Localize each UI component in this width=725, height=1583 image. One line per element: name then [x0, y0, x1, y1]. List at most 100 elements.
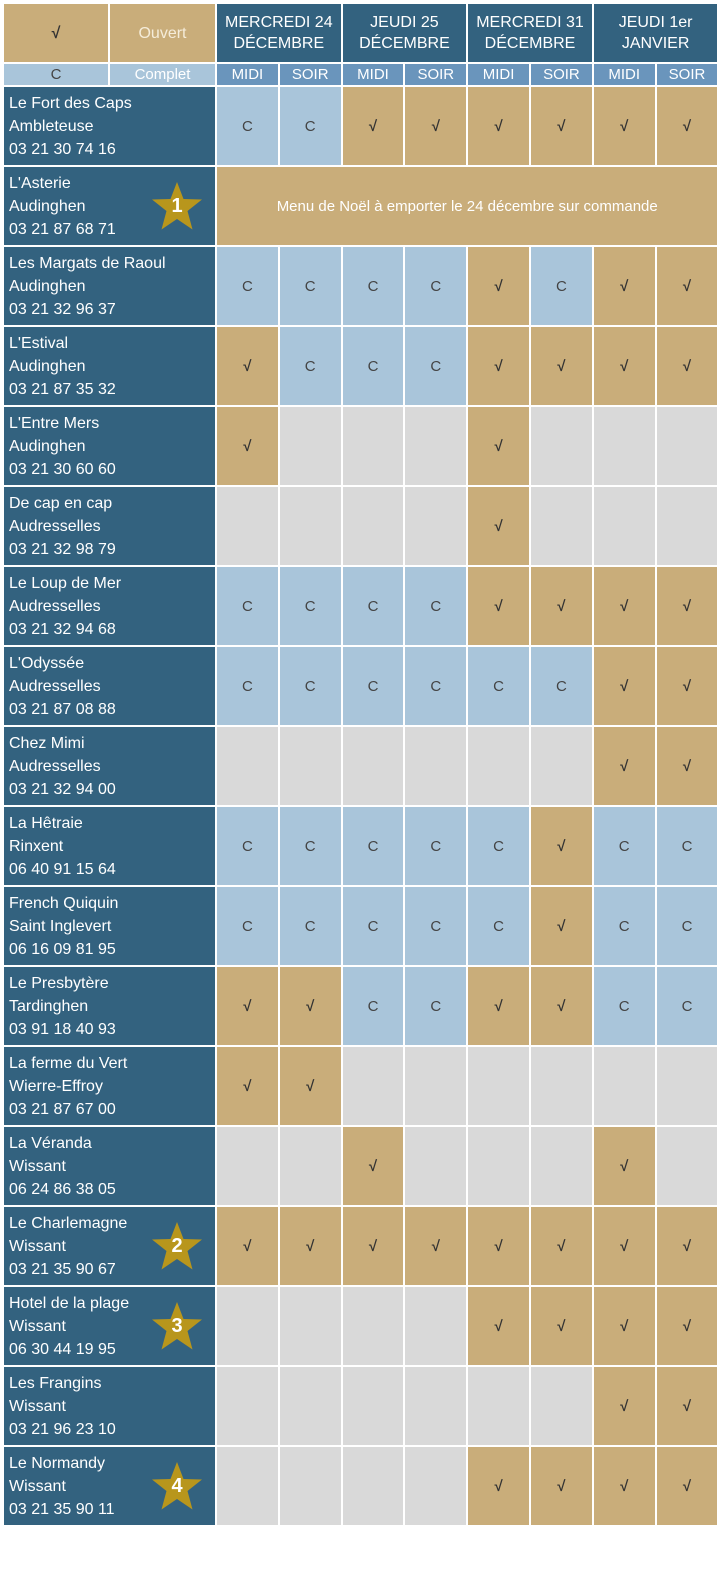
- restaurant-info: Les Frangins Wissant 03 21 96 23 10: [2, 1365, 217, 1447]
- slot-full: C: [277, 325, 343, 407]
- slot-open: √: [654, 1285, 720, 1367]
- restaurant-town: Tardinghen: [9, 997, 89, 1015]
- service-header: MIDI: [591, 62, 657, 87]
- restaurant-row: L'Estival Audinghen 03 21 87 35 32 √ C C C √ √ √ √: [2, 325, 720, 407]
- slot-closed: [403, 1445, 469, 1527]
- slot-closed: [277, 405, 343, 487]
- slot-closed: [215, 1445, 280, 1527]
- restaurant-town: Rinxent: [9, 837, 64, 855]
- slot-full: C: [340, 325, 406, 407]
- slot-open: √: [529, 1205, 594, 1287]
- slot-open: √: [654, 245, 720, 327]
- slot-open: √: [466, 485, 531, 567]
- slot-open: √: [340, 1205, 406, 1287]
- slot-closed: [340, 1365, 406, 1447]
- slot-full: C: [403, 565, 469, 647]
- slot-open: √: [654, 1205, 720, 1287]
- restaurant-row: Chez Mimi Audresselles 03 21 32 94 00 √ √: [2, 725, 720, 807]
- slot-closed: [466, 725, 531, 807]
- slot-full: C: [466, 645, 531, 727]
- restaurant-phone: 06 30 44 19 95: [9, 1340, 116, 1358]
- slot-open: √: [654, 565, 720, 647]
- restaurant-info: Le Fort des Caps Ambleteuse 03 21 30 74 16: [2, 85, 217, 167]
- slot-open: √: [277, 965, 343, 1047]
- restaurant-phone: 03 21 32 96 37: [9, 300, 116, 318]
- slot-closed: [529, 1045, 594, 1127]
- service-header: MIDI: [466, 62, 531, 87]
- slot-closed: [277, 1125, 343, 1207]
- slot-closed: [340, 1045, 406, 1127]
- slot-open: √: [215, 405, 280, 487]
- slot-closed: [277, 485, 343, 567]
- slot-full: C: [466, 885, 531, 967]
- restaurant-town: Wissant: [9, 1157, 66, 1175]
- slot-open: √: [591, 725, 657, 807]
- slot-closed: [654, 485, 720, 567]
- restaurant-town: Audresselles: [9, 517, 101, 535]
- legend-open-label: Ouvert: [108, 2, 217, 64]
- restaurant-town: Saint Inglevert: [9, 917, 112, 935]
- restaurant-town: Audinghen: [9, 277, 86, 295]
- slot-closed: [529, 405, 594, 487]
- day-header: MERCREDI 31 DÉCEMBRE: [466, 2, 594, 64]
- restaurant-name: Les Margats de Raoul: [9, 254, 166, 272]
- legend-full-label: Complet: [108, 62, 217, 87]
- slot-full: C: [654, 885, 720, 967]
- slot-open: √: [340, 85, 406, 167]
- restaurant-name: La Hêtraie: [9, 814, 83, 832]
- restaurant-town: Wissant: [9, 1477, 66, 1495]
- slot-closed: [591, 485, 657, 567]
- slot-closed: [277, 1285, 343, 1367]
- slot-open: √: [215, 325, 280, 407]
- slot-open: √: [529, 1445, 594, 1527]
- restaurant-row: La ferme du Vert Wierre-Effroy 03 21 87 67…: [2, 1045, 720, 1127]
- restaurant-info: Le Loup de Mer Audresselles 03 21 32 94 68: [2, 565, 217, 647]
- restaurant-row: De cap en cap Audresselles 03 21 32 98 79 √: [2, 485, 720, 567]
- slot-closed: [340, 1285, 406, 1367]
- slot-full: C: [215, 805, 280, 887]
- slot-open: √: [529, 85, 594, 167]
- restaurant-row: La Hêtraie Rinxent 06 40 91 15 64 C C C C C √ C C: [2, 805, 720, 887]
- restaurant-town: Wissant: [9, 1317, 66, 1335]
- slot-full: C: [591, 885, 657, 967]
- slot-closed: [654, 405, 720, 487]
- restaurant-phone: 03 21 35 90 11: [9, 1500, 115, 1518]
- slot-closed: [529, 1125, 594, 1207]
- slot-closed: [466, 1365, 531, 1447]
- service-header: SOIR: [277, 62, 343, 87]
- slot-open: √: [466, 1205, 531, 1287]
- slot-open: √: [277, 1205, 343, 1287]
- restaurant-town: Audinghen: [9, 357, 86, 375]
- slot-full: C: [591, 805, 657, 887]
- restaurant-row: L'Asterie Audinghen 03 21 87 68 71 1 Menu de…: [2, 165, 720, 247]
- restaurant-row: Le Charlemagne Wissant 03 21 35 90 67 2 √ √ √ √…: [2, 1205, 720, 1287]
- restaurant-phone: 03 21 87 67 00: [9, 1100, 116, 1118]
- restaurant-row: L'Entre Mers Audinghen 03 21 30 60 60 √ √: [2, 405, 720, 487]
- restaurant-name: Le Presbytère: [9, 974, 109, 992]
- restaurant-name: Le Charlemagne: [9, 1214, 128, 1232]
- slot-open: √: [591, 1365, 657, 1447]
- slot-closed: [215, 725, 280, 807]
- slot-open: √: [215, 1045, 280, 1127]
- restaurant-town: Wissant: [9, 1397, 66, 1415]
- slot-closed: [403, 405, 469, 487]
- slot-open: √: [654, 645, 720, 727]
- restaurant-info: La ferme du Vert Wierre-Effroy 03 21 87 67…: [2, 1045, 217, 1127]
- slot-full: C: [340, 965, 406, 1047]
- slot-open: √: [340, 1125, 406, 1207]
- service-header: SOIR: [403, 62, 469, 87]
- restaurant-row: Hotel de la plage Wissant 06 30 44 19 95 3 √…: [2, 1285, 720, 1367]
- restaurant-info: Le Normandy Wissant 03 21 35 90 11 4: [2, 1445, 217, 1527]
- restaurant-name: Chez Mimi: [9, 734, 85, 752]
- star-number: 1: [171, 195, 183, 217]
- slot-full: C: [403, 245, 469, 327]
- restaurant-name: L'Estival: [9, 334, 69, 352]
- star-shape: [152, 182, 202, 230]
- restaurant-phone: 03 21 30 60 60: [9, 460, 116, 478]
- restaurant-name: French Quiquin: [9, 894, 119, 912]
- slot-open: √: [654, 85, 720, 167]
- restaurant-row: Les Frangins Wissant 03 21 96 23 10 √ √: [2, 1365, 720, 1447]
- restaurant-phone: 03 21 87 08 88: [9, 700, 116, 718]
- slot-open: √: [466, 965, 531, 1047]
- restaurant-phone: 06 16 09 81 95: [9, 940, 116, 958]
